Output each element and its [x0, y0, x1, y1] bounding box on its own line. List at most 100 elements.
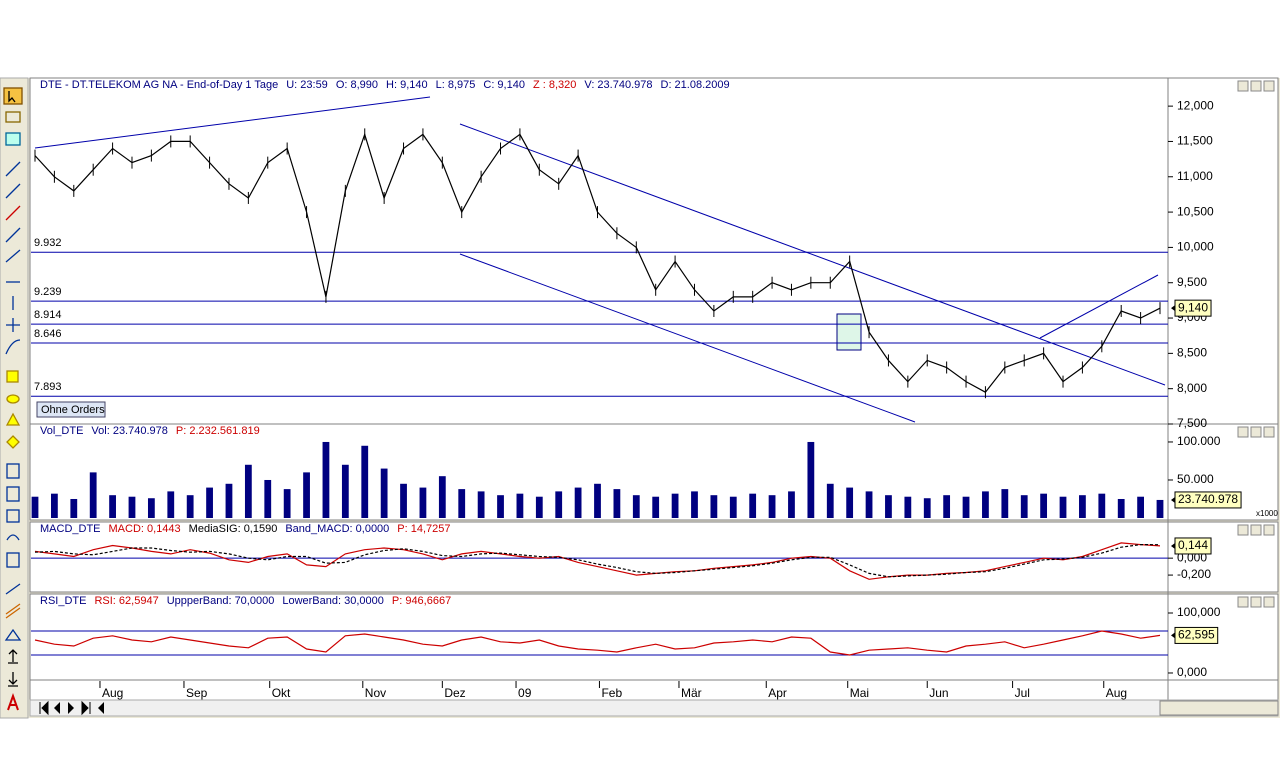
scroll-first[interactable]	[39, 700, 49, 716]
trend-line	[459, 123, 1166, 386]
tool-down[interactable]	[8, 672, 18, 687]
volume-bar	[885, 495, 892, 518]
header-field: U: 23:59	[286, 79, 328, 91]
x-tick-label: Mai	[850, 686, 869, 700]
panel-buttons	[1237, 80, 1275, 608]
tool-line[interactable]	[5, 161, 21, 177]
volume-bar	[167, 491, 175, 518]
trend-line	[34, 96, 431, 149]
panel-header: Vol_DTE Vol: 23.740.978 P: 2.232.561.819	[40, 425, 260, 437]
x-tick-label: Sep	[186, 686, 208, 700]
tool-ellipse[interactable]	[6, 394, 20, 404]
minimize-button[interactable]	[1237, 596, 1249, 608]
tool-pointer-icon	[8, 91, 16, 103]
y-tick-label: 11,000	[1177, 169, 1213, 183]
tool-chart[interactable]	[6, 509, 20, 523]
tool-wave[interactable]	[6, 534, 20, 541]
tool-fan[interactable]	[5, 603, 21, 619]
header-field: L: 8,975	[436, 79, 476, 91]
header-field: MACD_DTE	[40, 523, 101, 535]
tool-arc[interactable]	[5, 339, 21, 355]
volume-bar	[341, 464, 349, 518]
current-marker	[1171, 496, 1175, 503]
level-label: 9.239	[34, 286, 62, 298]
y-tick-label: 0,000	[1177, 665, 1207, 679]
volume-bar	[283, 489, 291, 518]
volume-bar	[361, 445, 369, 518]
y-tick-label: 7,500	[1177, 416, 1207, 430]
maximize-button[interactable]	[1250, 524, 1262, 536]
volume-bar	[438, 476, 446, 518]
current-marker	[1171, 305, 1175, 312]
volume-bar	[788, 491, 795, 518]
volume-bar	[691, 491, 698, 518]
volume-bar	[613, 489, 621, 518]
tool-box[interactable]	[5, 132, 21, 146]
trend-line	[459, 253, 916, 423]
volume-bar	[264, 479, 272, 518]
order-button-label: Ohne Orders	[41, 404, 105, 416]
header-field: Band_MACD: 0,0000	[285, 523, 389, 535]
header-field: P: 946,6667	[392, 595, 451, 607]
maximize-button[interactable]	[1250, 80, 1262, 92]
tool-up[interactable]	[8, 649, 18, 664]
tool-triangle[interactable]	[5, 412, 21, 426]
x-tick-label: Jun	[929, 686, 948, 700]
level-label: 7.893	[34, 381, 62, 393]
tool-list[interactable]	[6, 552, 20, 568]
tool-angle[interactable]	[4, 628, 22, 641]
tool-panel[interactable]	[6, 463, 20, 479]
volume-bar	[632, 495, 640, 518]
close-button[interactable]	[1263, 596, 1275, 608]
maximize-button[interactable]	[1250, 596, 1262, 608]
scroll-track	[29, 699, 1279, 717]
volume-bar	[594, 483, 601, 518]
minimize-button[interactable]	[1237, 80, 1249, 92]
volume-bar	[982, 491, 989, 518]
maximize-button[interactable]	[1250, 426, 1262, 438]
volume-bar	[826, 483, 834, 518]
tool-line[interactable]	[5, 227, 21, 243]
scroll-prev[interactable]	[54, 702, 60, 714]
close-button[interactable]	[1263, 80, 1275, 92]
close-button[interactable]	[1263, 426, 1275, 438]
tool-cross[interactable]	[6, 318, 20, 332]
tool-fib[interactable]	[5, 583, 21, 595]
x-tick-label: Feb	[601, 686, 622, 700]
panel-header: RSI_DTE RSI: 62,5947 UppperBand: 70,0000 Lo…	[40, 595, 451, 607]
tool-text[interactable]	[7, 693, 19, 711]
scroll-thumb[interactable]	[1159, 700, 1279, 716]
volume-bar	[225, 483, 233, 518]
x-tick-label: Mär	[681, 686, 702, 700]
tool-channel[interactable]	[5, 249, 21, 263]
tool-diamond[interactable]	[6, 435, 20, 449]
tool-line[interactable]	[5, 205, 21, 221]
volume-bar	[206, 487, 213, 518]
volume-bar	[535, 496, 543, 518]
volume-bar	[1040, 493, 1048, 518]
close-button[interactable]	[1263, 524, 1275, 536]
tool-rect[interactable]	[6, 370, 19, 383]
header-field: Vol: 23.740.978	[91, 425, 167, 437]
minimize-button[interactable]	[1237, 524, 1249, 536]
volume-bar	[555, 491, 563, 518]
tool-panel[interactable]	[6, 486, 20, 502]
volume-bar	[1059, 496, 1067, 518]
header-field: P: 2.232.561.819	[176, 425, 260, 437]
y-tick-label: 100.000	[1177, 434, 1221, 448]
y-tick-label: 8,000	[1177, 381, 1207, 395]
tool-line[interactable]	[5, 183, 21, 199]
scroll-left[interactable]	[98, 702, 104, 714]
volume-bar	[1117, 498, 1125, 518]
volume-bar	[749, 493, 757, 518]
minimize-button[interactable]	[1237, 426, 1249, 438]
order-button[interactable]	[36, 401, 106, 418]
header-field: UppperBand: 70,0000	[167, 595, 275, 607]
scroll-last[interactable]	[81, 700, 91, 716]
tool-pointer[interactable]	[3, 87, 23, 105]
header-field: C: 9,140	[483, 79, 525, 91]
scroll-next[interactable]	[68, 702, 74, 714]
x-tick-label: Jul	[1015, 686, 1030, 700]
tool-ruler[interactable]	[5, 111, 21, 123]
